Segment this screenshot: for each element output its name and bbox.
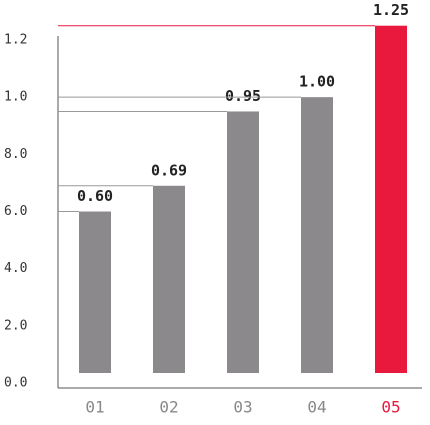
value-label: 0.95 [225,87,261,105]
bar [227,111,259,373]
bar [375,25,407,373]
value-label: 0.60 [77,187,113,205]
x-tick-label: 03 [233,398,252,417]
value-label: 1.25 [373,1,409,19]
x-tick-label: 01 [85,398,104,417]
y-tick-label: 8.0 [4,147,27,162]
value-label: 0.69 [151,161,187,179]
y-tick-label: 4.0 [4,261,27,276]
bar [301,97,333,374]
y-tick-label: 6.0 [4,204,27,219]
y-tick-label: 1.0 [4,90,27,105]
y-tick-label: 2.0 [4,318,27,333]
bar [79,211,111,373]
x-tick-label: 04 [307,398,326,417]
x-tick-label: 02 [159,398,178,417]
bar [153,185,185,373]
y-tick-label: 0.0 [4,376,27,391]
value-label: 1.00 [299,73,335,91]
y-tick-label: 1.2 [4,33,27,48]
x-tick-label: 05 [381,398,400,417]
